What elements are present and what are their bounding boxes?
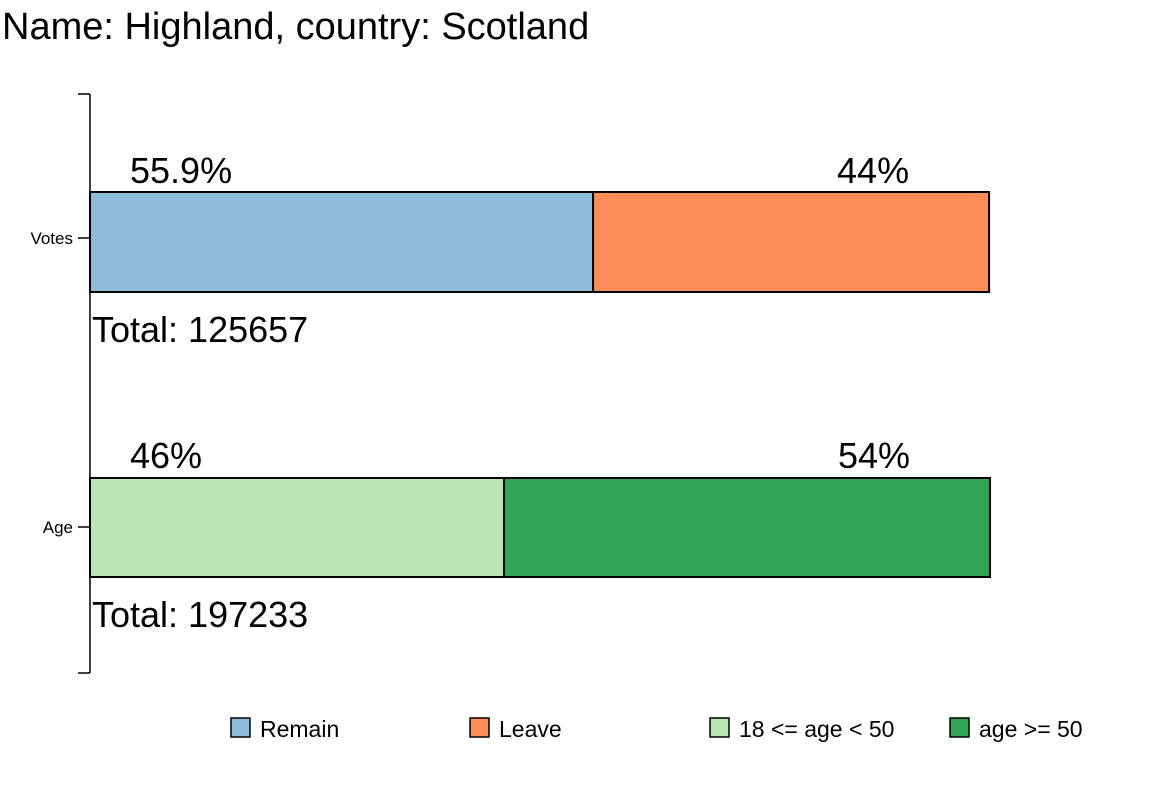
legend-label: Remain [260, 716, 339, 742]
legend-swatch [230, 717, 251, 738]
legend-label: Leave [499, 716, 562, 742]
legend-swatch [709, 717, 730, 738]
bar-segment [89, 191, 595, 293]
legend-swatch [949, 717, 970, 738]
y-tick-label: Age [43, 518, 73, 537]
bars [89, 191, 991, 578]
legend-swatch [469, 717, 490, 738]
data-label: 55.9% [130, 150, 232, 191]
bar-segment [89, 477, 505, 578]
bar-segment [503, 477, 991, 578]
legend-label: age >= 50 [979, 716, 1083, 742]
data-label: 44% [837, 150, 909, 191]
total-label: Total: 125657 [92, 309, 308, 350]
data-label: 54% [838, 435, 910, 476]
total-label: Total: 197233 [92, 594, 308, 635]
bar-segment [592, 191, 991, 293]
chart-title: Name: Highland, country: Scotland [2, 6, 590, 48]
y-tick-label: Votes [30, 229, 73, 248]
legend: Remain Leave 18 <= age < 50 age >= 50 [230, 716, 1083, 742]
data-label: 46% [130, 435, 202, 476]
y-axis: Votes Age [30, 93, 91, 674]
legend-label: 18 <= age < 50 [739, 716, 894, 742]
data-labels: 55.9% 44% Total: 125657 46% 54% Total: 197233 [92, 150, 910, 635]
